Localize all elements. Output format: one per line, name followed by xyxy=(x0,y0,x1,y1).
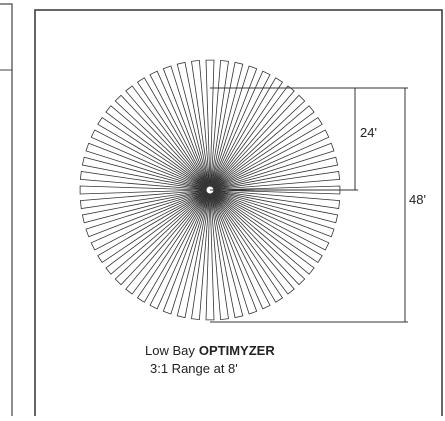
caption-prefix: Low Bay xyxy=(145,343,195,358)
caption-brand: OPTIMYZER xyxy=(199,343,275,358)
coverage-wedge xyxy=(213,190,339,224)
coverage-wedge xyxy=(210,193,244,319)
coverage-wedge xyxy=(213,156,339,190)
coverage-wedge xyxy=(210,61,244,187)
side-panel xyxy=(0,3,13,421)
coverage-wedge xyxy=(176,61,210,187)
coverage-pattern xyxy=(79,59,341,321)
coverage-wedge xyxy=(176,193,210,319)
caption-line2: 3:1 Range at 8' xyxy=(150,361,238,376)
radius-label: 24' xyxy=(360,125,377,140)
coverage-wedge xyxy=(81,156,207,190)
coverage-wedge xyxy=(205,193,215,321)
coverage-wedge xyxy=(79,185,207,195)
caption-line1: Low Bay OPTIMYZER xyxy=(145,343,275,358)
diameter-label: 48' xyxy=(409,192,426,207)
coverage-wedge xyxy=(205,59,215,187)
coverage-wedge xyxy=(81,190,207,224)
